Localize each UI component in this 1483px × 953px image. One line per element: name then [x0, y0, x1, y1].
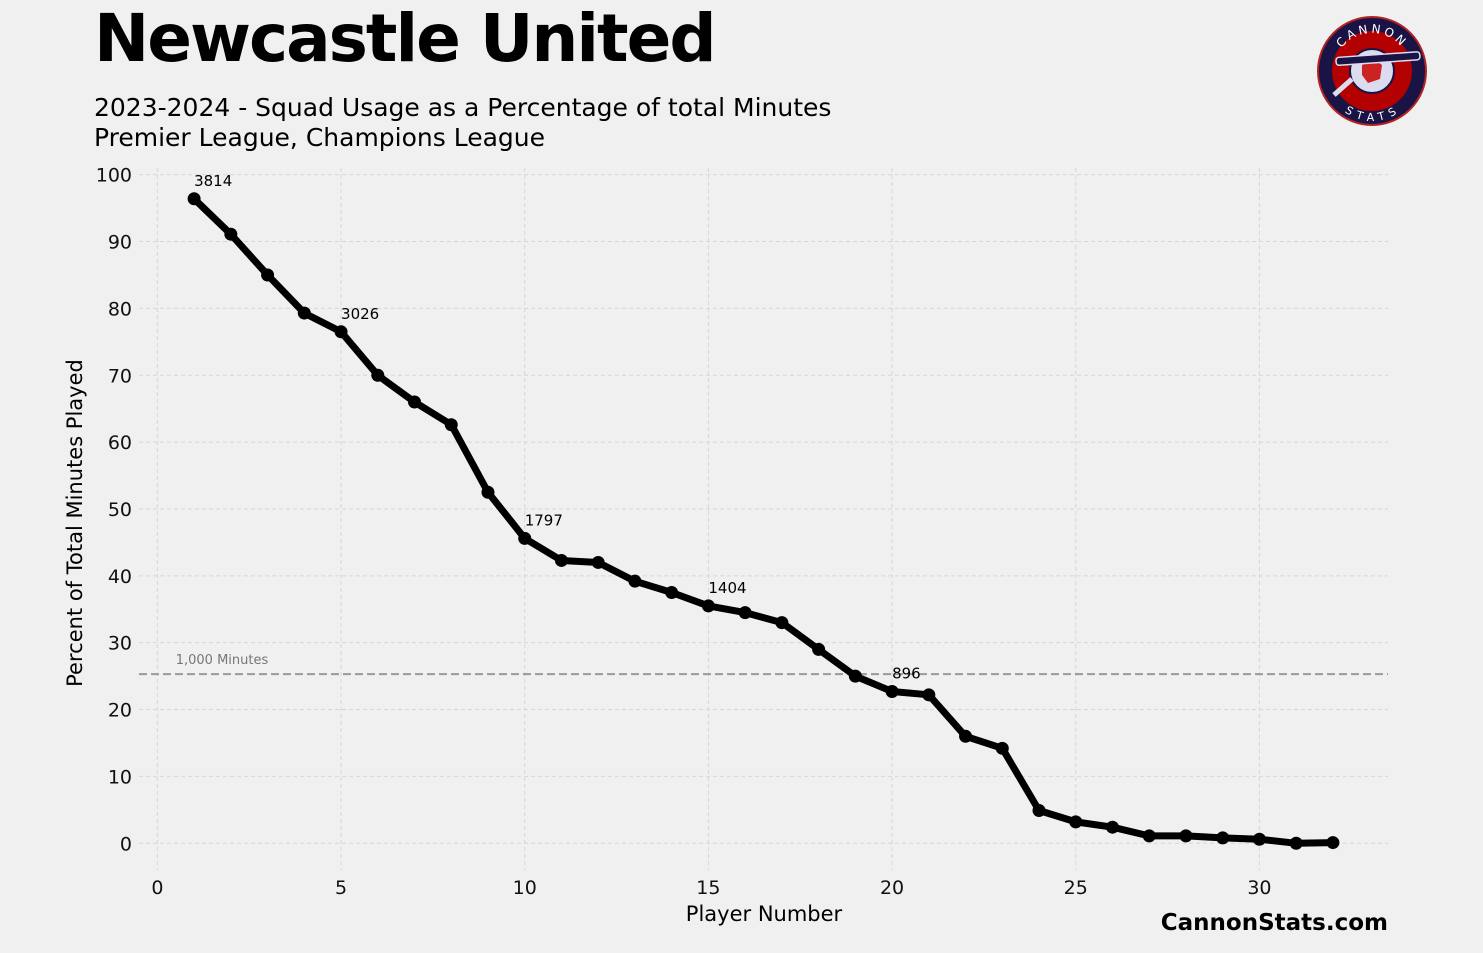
data-label: 1404 [708, 579, 746, 597]
data-label: 1797 [525, 511, 563, 529]
data-point [1289, 836, 1303, 850]
data-point [1069, 815, 1083, 829]
annotation-layer: 3814 3026 1797 1404 896 [194, 172, 921, 683]
data-point [1105, 820, 1119, 834]
data-point [701, 599, 715, 613]
grid-layer [139, 168, 1388, 870]
data-point [885, 684, 899, 698]
data-point [628, 574, 642, 588]
watermark: CannonStats.com [1160, 910, 1388, 936]
data-point [371, 368, 385, 382]
data-point [1216, 831, 1230, 845]
reference-layer: 1,000 Minutes [139, 653, 1388, 676]
data-label: 3026 [341, 305, 379, 323]
reference-line-label: 1,000 Minutes [176, 653, 269, 668]
y-tick-label: 20 [108, 700, 132, 722]
data-point [995, 741, 1009, 755]
data-point [959, 729, 973, 743]
data-point [224, 227, 238, 241]
data-point [297, 306, 311, 320]
data-label: 3814 [194, 172, 232, 190]
data-point [812, 642, 826, 656]
data-point [261, 268, 275, 282]
data-point [518, 531, 532, 545]
y-tick-label: 100 [96, 165, 132, 187]
data-point [1032, 803, 1046, 817]
data-point [1252, 832, 1266, 846]
x-tick-label: 15 [696, 877, 720, 899]
x-tick-label: 25 [1064, 877, 1088, 899]
cannonstats-logo: CANNON STATS [1317, 16, 1427, 126]
y-axis-label: Percent of Total Minutes Played [63, 359, 87, 687]
data-point [665, 586, 679, 600]
tick-layer: 0 5 10 15 20 25 30 0 10 20 30 40 50 60 70 80 90 100 [96, 165, 1272, 899]
data-point [1142, 829, 1156, 843]
data-point [922, 688, 936, 702]
x-axis-label: Player Number [686, 902, 843, 926]
chart-subtitle-line1: 2023-2024 - Squad Usage as a Percentage … [94, 93, 832, 122]
data-label: 896 [892, 664, 921, 682]
y-tick-label: 0 [120, 833, 132, 855]
y-tick-label: 90 [108, 232, 132, 254]
x-tick-label: 5 [335, 877, 347, 899]
chart-title: Newcastle United [94, 0, 717, 77]
chart-subtitle-line2: Premier League, Champions League [94, 123, 546, 152]
line-layer [190, 195, 1337, 847]
data-point [187, 192, 201, 206]
data-point [738, 606, 752, 620]
data-point [481, 485, 495, 499]
data-point [334, 325, 348, 339]
y-tick-label: 60 [108, 432, 132, 454]
data-point [848, 669, 862, 683]
data-point [775, 616, 789, 630]
data-point [591, 555, 605, 569]
data-point [554, 553, 568, 567]
data-point [1326, 836, 1340, 850]
series-line [190, 195, 1337, 847]
y-tick-label: 70 [108, 365, 132, 387]
data-point [444, 418, 458, 432]
x-tick-label: 20 [880, 877, 904, 899]
y-tick-label: 80 [108, 298, 132, 320]
y-tick-label: 50 [108, 499, 132, 521]
x-tick-label: 0 [151, 877, 163, 899]
y-tick-label: 40 [108, 566, 132, 588]
y-tick-label: 30 [108, 633, 132, 655]
x-tick-label: 10 [513, 877, 537, 899]
data-point [408, 395, 422, 409]
x-tick-label: 30 [1247, 877, 1271, 899]
point-layer [187, 192, 1340, 850]
data-point [1179, 829, 1193, 843]
y-tick-label: 10 [108, 766, 132, 788]
